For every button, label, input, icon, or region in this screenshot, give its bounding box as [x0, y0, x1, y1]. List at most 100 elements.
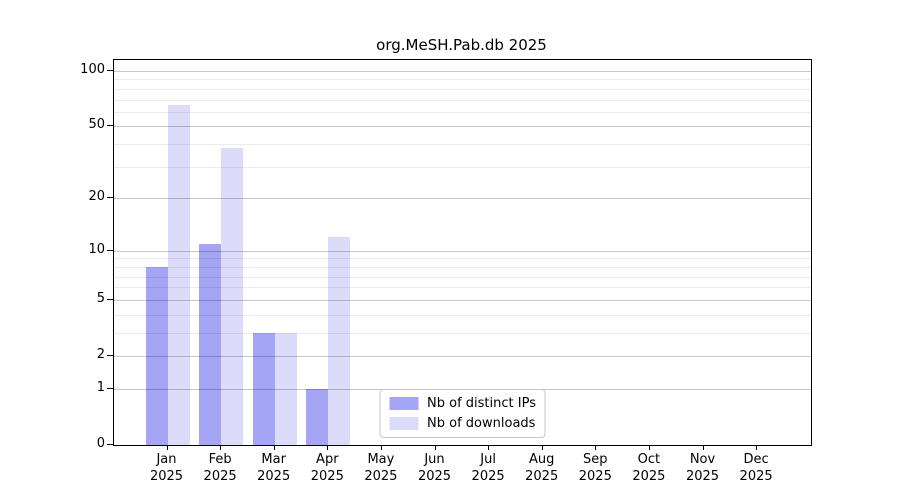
x-tick-year-jan: 2025	[149, 469, 184, 484]
bar-nb-of-distinct-ips-jan	[145, 266, 168, 445]
y-gridline-minor-40	[114, 144, 811, 146]
x-tick-month-jan: Jan	[156, 452, 177, 467]
x-tick-month-nov: Nov	[689, 452, 716, 467]
y-tick-mark-5	[107, 298, 113, 300]
x-tick-mark-jan	[166, 445, 168, 450]
x-tick-month-jun: Jun	[424, 452, 445, 467]
y-gridline-50	[114, 126, 811, 128]
y-tick-label-1: 1	[96, 379, 105, 395]
legend-row-nb-of-downloads: Nb of downloads	[389, 416, 536, 431]
y-gridline-minor-7	[114, 276, 811, 278]
y-gridline-10	[114, 250, 811, 252]
x-tick-label-apr: Apr 2025	[295, 451, 359, 485]
y-tick-label-50: 50	[88, 117, 105, 133]
y-tick-mark-0	[107, 444, 113, 445]
y-tick-mark-100	[107, 70, 113, 71]
x-tick-mark-apr	[327, 445, 329, 450]
y-tick-label-100: 100	[80, 62, 105, 77]
y-tick-label-2: 2	[96, 347, 105, 362]
bar-nb-of-downloads-jan	[167, 105, 190, 445]
y-gridline-2	[114, 356, 811, 357]
x-tick-mark-may	[380, 445, 382, 450]
bar-nb-of-distinct-ips-mar	[252, 332, 275, 445]
x-tick-label-aug: Aug 2025	[510, 451, 574, 485]
legend-swatch-nb-of-distinct-ips	[389, 397, 419, 410]
y-gridline-minor-90	[114, 79, 811, 81]
x-tick-year-dec: 2025	[739, 469, 773, 484]
plot-area: Nb of distinct IPs Nb of downloads	[113, 59, 812, 446]
x-tick-mark-oct	[648, 445, 650, 450]
x-tick-year-oct: 2025	[632, 469, 666, 484]
x-tick-label-sep: Sep 2025	[563, 451, 627, 485]
x-tick-year-apr: 2025	[310, 469, 344, 484]
bar-nb-of-downloads-feb	[221, 148, 244, 445]
x-tick-month-apr: Apr	[316, 452, 339, 467]
x-tick-month-jul: Jul	[480, 452, 496, 467]
x-tick-month-dec: Dec	[743, 452, 769, 467]
bar-nb-of-downloads-apr	[328, 237, 351, 445]
x-tick-month-mar: Mar	[261, 452, 286, 467]
bar-nb-of-distinct-ips-apr	[306, 388, 329, 445]
x-tick-month-aug: Aug	[528, 452, 555, 467]
x-tick-mark-dec	[756, 445, 758, 450]
chart-title: org.MeSH.Pab.db 2025	[376, 36, 547, 54]
y-gridline-minor-30	[114, 166, 811, 168]
y-tick-label-0: 0	[96, 436, 105, 451]
x-tick-year-sep: 2025	[578, 469, 612, 484]
x-tick-year-jul: 2025	[471, 469, 505, 484]
x-tick-label-dec: Dec 2025	[724, 451, 788, 485]
y-gridline-minor-3	[114, 332, 811, 334]
x-tick-mark-feb	[220, 445, 222, 450]
x-tick-label-may: May 2025	[349, 451, 413, 485]
y-gridline-100	[114, 71, 811, 72]
x-tick-mark-jun	[434, 445, 436, 450]
x-tick-mark-aug	[541, 445, 543, 450]
legend-swatch-nb-of-downloads	[389, 417, 419, 430]
y-gridline-minor-8	[114, 266, 811, 268]
y-gridline-minor-4	[114, 314, 811, 316]
x-tick-year-aug: 2025	[525, 469, 559, 484]
y-tick-mark-20	[107, 197, 113, 199]
y-gridline-5	[114, 299, 811, 301]
y-tick-label-5: 5	[96, 290, 105, 306]
y-tick-mark-50	[107, 125, 113, 127]
x-tick-month-may: May	[367, 452, 395, 467]
y-gridline-minor-9	[114, 258, 811, 260]
x-tick-label-jun: Jun 2025	[403, 451, 467, 485]
x-tick-label-mar: Mar 2025	[242, 451, 306, 485]
x-tick-label-nov: Nov 2025	[671, 451, 735, 485]
x-tick-label-jul: Jul 2025	[456, 451, 520, 485]
y-tick-mark-10	[107, 249, 113, 251]
x-tick-year-feb: 2025	[203, 469, 237, 484]
x-tick-year-may: 2025	[364, 469, 398, 484]
x-tick-mark-mar	[273, 445, 275, 450]
y-gridline-20	[114, 198, 811, 200]
x-tick-mark-sep	[595, 445, 597, 450]
bar-nb-of-downloads-mar	[274, 332, 297, 445]
legend-row-nb-of-distinct-ips: Nb of distinct IPs	[389, 396, 536, 411]
x-tick-month-sep: Sep	[583, 452, 608, 467]
bar-nb-of-distinct-ips-feb	[199, 243, 222, 445]
y-tick-mark-2	[107, 355, 113, 356]
x-tick-year-mar: 2025	[257, 469, 291, 484]
x-tick-year-jun: 2025	[417, 469, 452, 484]
x-tick-month-oct: Oct	[637, 452, 661, 467]
x-tick-month-feb: Feb	[208, 452, 232, 467]
y-tick-label-20: 20	[88, 189, 105, 205]
y-gridline-minor-70	[114, 99, 811, 101]
y-tick-mark-1	[107, 387, 113, 389]
y-gridline-minor-60	[114, 111, 811, 113]
y-tick-label-10: 10	[88, 241, 105, 257]
x-tick-mark-jul	[488, 445, 490, 450]
legend-label-nb-of-distinct-ips: Nb of distinct IPs	[427, 396, 536, 411]
x-tick-mark-nov	[702, 445, 704, 450]
y-gridline-minor-6	[114, 287, 811, 289]
x-tick-label-oct: Oct 2025	[617, 451, 681, 485]
legend-label-nb-of-downloads: Nb of downloads	[427, 416, 536, 431]
legend: Nb of distinct IPs Nb of downloads	[379, 389, 546, 438]
x-tick-label-feb: Feb 2025	[188, 451, 252, 485]
y-gridline-minor-80	[114, 88, 811, 90]
x-tick-year-nov: 2025	[685, 469, 720, 484]
x-tick-label-jan: Jan 2025	[135, 451, 199, 485]
